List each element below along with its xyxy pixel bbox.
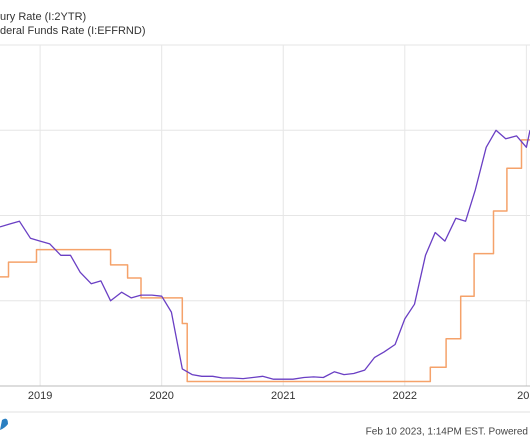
series-line: [0, 129, 530, 380]
legend-label: deral Funds Rate (I:EFFRND): [0, 25, 145, 37]
x-tick-label: 2020: [149, 390, 173, 402]
series-line: [0, 139, 530, 383]
footer-text: Feb 10 2023, 1:14PM EST. Powered: [366, 427, 528, 438]
x-tick-label: 2021: [271, 390, 295, 402]
x-tick-label: 2019: [28, 390, 52, 402]
logo: [0, 418, 8, 430]
x-tick-label: 2022: [393, 390, 417, 402]
legend-label: ury Rate (I:2YTR): [0, 11, 86, 23]
x-tick-label: 202: [517, 390, 530, 402]
